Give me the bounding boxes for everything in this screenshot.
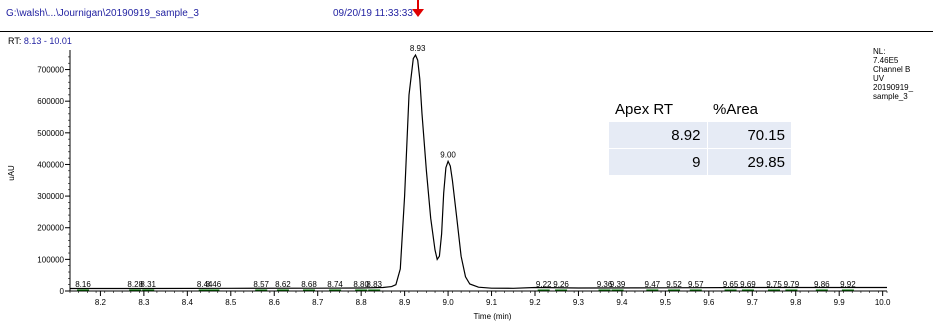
x-tick-label: 8.9 xyxy=(399,298,411,307)
peak-label: 8.44 xyxy=(197,280,213,289)
x-tick-label: 8.6 xyxy=(269,298,281,307)
nl-info: NL: 7.46E5 Channel B UV 20190919_ sample… xyxy=(873,47,931,101)
nl-label: NL: xyxy=(873,47,886,56)
nl-channel: Channel B xyxy=(873,65,911,74)
peak-label: 9.65 xyxy=(723,280,739,289)
retention-marker xyxy=(412,0,424,17)
x-tick-label: 9.0 xyxy=(443,298,455,307)
peak-label: 8.68 xyxy=(301,280,317,289)
apex-rt-cell: 9 xyxy=(609,148,708,175)
x-tick-label: 9.9 xyxy=(834,298,846,307)
file-path: G:\walsh\...\Journigan\20190919_sample_3 xyxy=(6,8,199,19)
nl-value: 7.46E5 xyxy=(873,56,899,65)
peak-label: 8.28 xyxy=(127,280,143,289)
area-table-row: 8.92 70.15 xyxy=(609,122,791,149)
chromatogram-trace xyxy=(70,53,887,290)
rt-range-value: 8.13 - 10.01 xyxy=(23,36,72,46)
x-tick-label: 8.4 xyxy=(182,298,194,307)
peak-label: 9.79 xyxy=(784,280,800,289)
x-tick-label: 10.0 xyxy=(875,298,891,307)
x-tick-label: 9.3 xyxy=(573,298,585,307)
peak-label: 9.52 xyxy=(666,280,682,289)
y-tick-label: 700000 xyxy=(37,66,64,75)
peak-label: 9.00 xyxy=(440,150,456,159)
area-cell: 29.85 xyxy=(747,153,785,171)
x-axis-label: Time (min) xyxy=(474,312,512,321)
apex-rt-header: Apex RT xyxy=(609,96,707,122)
y-tick-label: 400000 xyxy=(37,160,64,169)
peak-label: 9.69 xyxy=(740,280,756,289)
x-tick-label: 9.7 xyxy=(747,298,759,307)
peak-label: 9.86 xyxy=(814,280,830,289)
x-tick-label: 8.7 xyxy=(312,298,324,307)
x-tick-label: 9.6 xyxy=(703,298,715,307)
peak-label: 8.80 xyxy=(353,280,369,289)
x-tick-label: 8.8 xyxy=(356,298,368,307)
x-tick-label: 9.1 xyxy=(486,298,498,307)
x-tick-label: 9.8 xyxy=(790,298,802,307)
peak-label: 8.83 xyxy=(366,280,382,289)
x-tick-label: 9.4 xyxy=(616,298,628,307)
peak-label: 9.75 xyxy=(766,280,782,289)
area-cell: 70.15 xyxy=(707,122,791,149)
peak-label: 8.57 xyxy=(253,280,269,289)
peak-label: 9.22 xyxy=(536,280,552,289)
x-tick-label: 8.3 xyxy=(138,298,150,307)
peak-label: 9.39 xyxy=(610,280,626,289)
peak-label: 9.26 xyxy=(553,280,569,289)
x-tick-label: 8.5 xyxy=(225,298,237,307)
y-tick-label: 100000 xyxy=(37,255,64,264)
peak-label: 9.36 xyxy=(597,280,613,289)
y-tick-label: 600000 xyxy=(37,97,64,106)
area-table: Apex RT %Area 8.92 70.15 9 29.85 xyxy=(609,96,791,175)
nl-sample-1: 20190919_ xyxy=(873,83,914,92)
header-divider xyxy=(0,31,933,32)
x-tick-label: 9.2 xyxy=(529,298,541,307)
peak-label: 9.47 xyxy=(645,280,661,289)
peak-label: 8.62 xyxy=(275,280,291,289)
peak-label: 8.31 xyxy=(140,280,156,289)
rt-range-label: RT: xyxy=(8,36,22,46)
area-table-header: Apex RT %Area xyxy=(609,96,791,122)
peak-label: 8.93 xyxy=(410,44,426,53)
y-tick-label: 300000 xyxy=(37,192,64,201)
y-tick-label: 500000 xyxy=(37,129,64,138)
area-header: %Area xyxy=(707,96,791,122)
peak-label: 8.46 xyxy=(206,280,222,289)
peak-label: 8.16 xyxy=(75,280,91,289)
y-tick-label: 0 xyxy=(60,287,65,296)
y-tick-label: 200000 xyxy=(37,224,64,233)
rt-range: RT: 8.13 - 10.01 xyxy=(8,36,72,46)
x-tick-label: 8.2 xyxy=(95,298,107,307)
apex-rt-cell: 8.92 xyxy=(609,122,708,149)
area-table-row: 9 29.85 xyxy=(609,148,791,175)
peak-label: 8.74 xyxy=(327,280,343,289)
peak-label: 9.92 xyxy=(840,280,856,289)
x-tick-label: 9.5 xyxy=(660,298,672,307)
timestamp: 09/20/19 11:33:33 xyxy=(333,8,413,19)
nl-detector: UV xyxy=(873,74,885,83)
nl-sample-2: sample_3 xyxy=(873,92,908,101)
peak-label: 9.57 xyxy=(688,280,704,289)
y-axis-label: uAU xyxy=(7,165,16,181)
